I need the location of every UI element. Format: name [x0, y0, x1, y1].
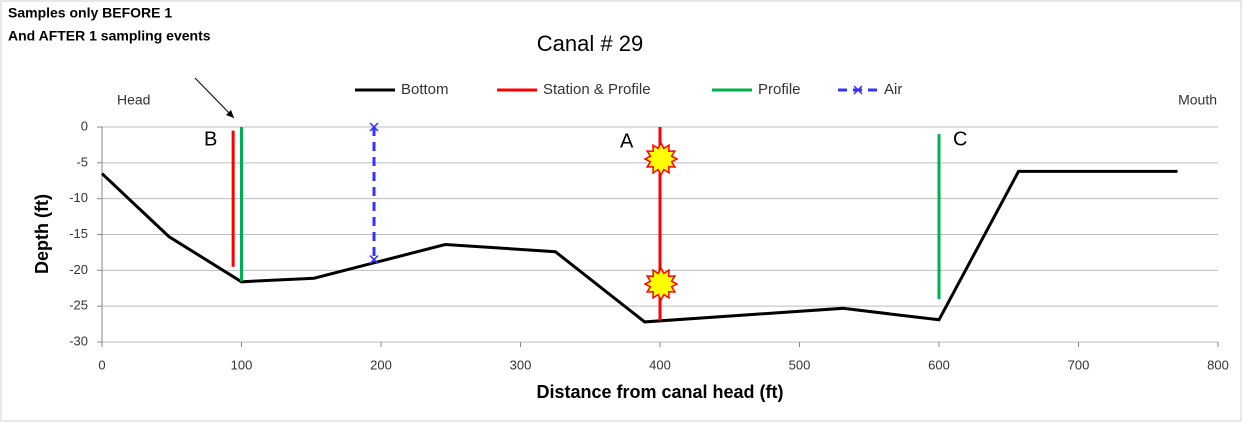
series-line: [100, 169, 1178, 324]
legend-label: Air: [884, 81, 902, 98]
marker: [369, 255, 379, 265]
star-icon: [643, 141, 679, 177]
chart-title: Canal # 29: [537, 31, 643, 56]
x-tick-label: 100: [231, 357, 253, 372]
y-tick-label: -20: [69, 262, 88, 277]
x-tick-label: 800: [1207, 357, 1229, 372]
series-line: [240, 127, 941, 299]
annotation: Head: [117, 92, 150, 108]
y-tick-label: -15: [69, 226, 88, 241]
legend-label: Profile: [758, 81, 801, 98]
y-tick-label: 0: [81, 118, 88, 133]
annotation: And AFTER 1 sampling events: [8, 28, 211, 44]
annotation-arrow: [194, 77, 235, 119]
x-tick-label: 700: [1068, 357, 1090, 372]
x-axis-title: Distance from canal head (ft): [536, 382, 783, 402]
x-tick-label: 600: [928, 357, 950, 372]
x-tick-label: 0: [98, 357, 105, 372]
station-label: A: [620, 130, 634, 152]
star-icon: [643, 266, 679, 302]
arrow-head: [226, 110, 234, 118]
x-tick-label: 400: [649, 357, 671, 372]
legend-marker: [853, 85, 863, 95]
annotation: Samples only BEFORE 1: [8, 5, 172, 21]
y-axis-title: Depth (ft): [32, 194, 52, 274]
y-tick-label: -5: [76, 154, 88, 169]
y-tick-label: -10: [69, 190, 88, 205]
legend-label: Station & Profile: [543, 81, 651, 98]
x-tick-label: 300: [510, 357, 532, 372]
x-tick-label: 200: [370, 357, 392, 372]
y-tick-label: -30: [69, 333, 88, 348]
station-label: C: [953, 128, 967, 150]
x-tick-label: 500: [789, 357, 811, 372]
legend-label: Bottom: [401, 81, 449, 98]
station-label: B: [204, 128, 217, 150]
annotation: Mouth: [1178, 92, 1217, 108]
y-tick-label: -25: [69, 298, 88, 313]
